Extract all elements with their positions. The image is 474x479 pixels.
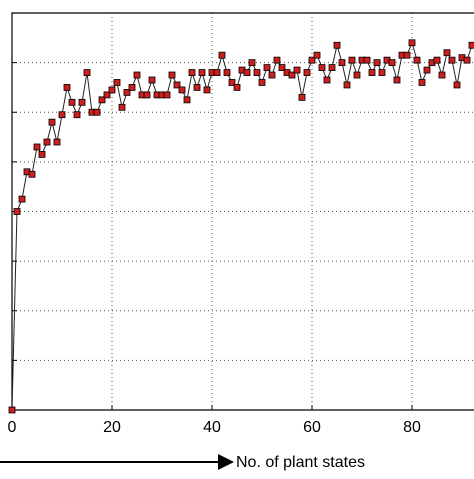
point-marker: [113, 79, 121, 86]
point-marker: [263, 64, 271, 71]
point-marker: [18, 195, 26, 203]
point-marker: [133, 71, 141, 79]
point-marker: [393, 76, 401, 84]
x-tick-label: 80: [403, 419, 421, 436]
point-marker: [433, 56, 441, 64]
x-axis-label: No. of plant states: [236, 454, 365, 471]
point-marker: [213, 69, 221, 76]
point-marker: [363, 56, 371, 64]
point-marker: [43, 138, 51, 146]
point-marker: [268, 71, 276, 79]
point-marker: [348, 56, 356, 64]
point-marker: [178, 86, 186, 94]
point-marker: [253, 69, 261, 76]
point-marker: [403, 51, 411, 59]
point-marker: [58, 111, 66, 119]
point-marker: [453, 81, 461, 89]
point-marker: [233, 84, 241, 91]
point-marker: [413, 56, 421, 64]
point-marker: [188, 69, 196, 76]
point-marker: [338, 59, 346, 67]
point-marker: [248, 59, 256, 67]
point-marker: [438, 71, 446, 79]
point-marker: [123, 89, 131, 96]
point-marker: [443, 49, 451, 57]
point-marker: [53, 138, 61, 146]
point-marker: [288, 71, 296, 79]
point-marker: [163, 91, 171, 99]
point-marker: [48, 118, 56, 126]
point-marker: [118, 103, 126, 111]
point-marker: [258, 79, 266, 86]
point-marker: [328, 64, 336, 71]
plot-frame: [11, 12, 474, 411]
point-marker: [343, 81, 351, 89]
point-marker: [298, 93, 306, 101]
point-marker: [218, 51, 226, 59]
point-marker: [198, 69, 206, 76]
point-marker: [63, 84, 71, 91]
point-marker: [243, 69, 251, 76]
point-marker: [128, 84, 136, 91]
point-marker: [93, 108, 101, 116]
point-marker: [73, 111, 81, 119]
point-marker: [78, 98, 86, 106]
point-marker: [318, 64, 326, 71]
point-marker: [68, 98, 76, 106]
point-marker: [373, 59, 381, 67]
point-marker: [463, 56, 471, 64]
point-marker: [223, 69, 231, 76]
point-marker: [418, 79, 426, 86]
x-tick-label: 20: [103, 419, 121, 436]
point-marker: [423, 66, 431, 74]
point-marker: [388, 59, 396, 67]
point-marker: [308, 56, 316, 64]
point-marker: [98, 96, 106, 104]
point-marker: [83, 69, 91, 76]
point-marker: [378, 69, 386, 76]
point-marker: [103, 91, 111, 99]
point-marker: [173, 81, 181, 89]
point-marker: [323, 76, 331, 84]
point-marker: [168, 71, 176, 79]
point-marker: [353, 71, 361, 79]
point-marker: [148, 76, 156, 84]
point-marker: [33, 143, 41, 151]
point-marker: [368, 69, 376, 76]
point-marker: [143, 91, 151, 99]
x-tick-label: 0: [8, 419, 17, 436]
point-marker: [293, 66, 301, 74]
point-marker: [193, 84, 201, 91]
point-marker: [108, 86, 116, 94]
point-marker: [278, 64, 286, 71]
point-marker: [303, 69, 311, 76]
x-tick-label: 40: [203, 419, 221, 436]
point-marker: [468, 41, 474, 49]
point-marker: [8, 406, 16, 414]
point-marker: [448, 56, 456, 64]
point-marker: [273, 56, 281, 64]
point-marker: [408, 39, 416, 47]
point-marker: [203, 86, 211, 94]
point-marker: [333, 41, 341, 49]
point-marker: [228, 79, 236, 86]
point-marker: [38, 151, 46, 158]
series-line: [11, 41, 473, 411]
point-marker: [28, 170, 36, 178]
point-marker: [13, 208, 21, 215]
point-marker: [183, 96, 191, 104]
x-tick-label: 60: [303, 419, 321, 436]
point-marker: [313, 51, 321, 59]
